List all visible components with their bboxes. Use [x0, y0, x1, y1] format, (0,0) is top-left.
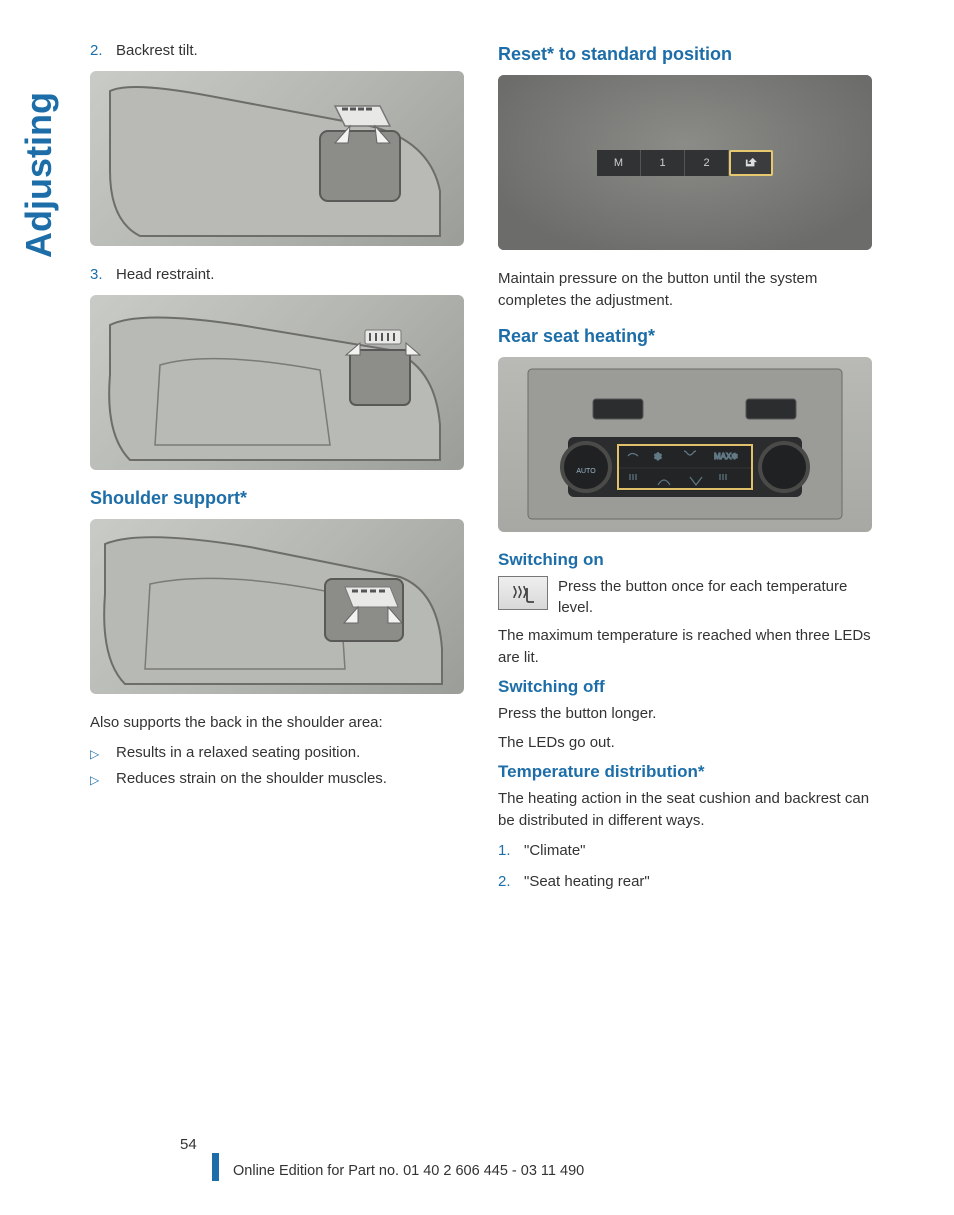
list-text: "Seat heating rear"	[524, 871, 878, 892]
shoulder-support-illustration	[90, 519, 464, 694]
memory-button-m: M	[597, 150, 641, 176]
svg-text:AUTO: AUTO	[576, 468, 596, 475]
list-number: 1.	[498, 840, 524, 861]
page: Adjusting 2. Backrest tilt. 3.	[0, 0, 954, 1215]
head-restraint-illustration	[90, 295, 464, 470]
bullet-text: Results in a relaxed seating position.	[116, 742, 360, 765]
memory-reset-button	[729, 150, 773, 176]
svg-text:❄: ❄	[654, 452, 662, 463]
list-number: 2.	[90, 40, 116, 61]
memory-button-row: M 1 2	[597, 150, 773, 176]
list-number: 2.	[498, 871, 524, 892]
reset-body-text: Maintain pressure on the button until th…	[498, 268, 878, 312]
bullet-item: ▷ Reduces strain on the shoulder muscles…	[90, 768, 470, 791]
switch-off-text-1: Press the button longer.	[498, 703, 878, 725]
list-item: 1. "Climate"	[498, 840, 878, 861]
backrest-tilt-illustration	[90, 71, 464, 246]
footer-accent-bar	[212, 1153, 219, 1181]
switch-on-text-2: The maximum temperature is reached when …	[498, 625, 878, 669]
list-number: 3.	[90, 264, 116, 285]
heading-switching-off: Switching off	[498, 677, 878, 697]
icon-text-row: Press the button once for each temperatu…	[498, 576, 878, 620]
figure-rear-climate-panel: AUTO ❄ MAX❄	[498, 357, 872, 532]
memory-button-2: 2	[685, 150, 729, 176]
heading-switching-on: Switching on	[498, 550, 878, 570]
svg-text:MAX❄: MAX❄	[714, 452, 738, 461]
list-text: Backrest tilt.	[116, 40, 470, 61]
bullet-text: Reduces strain on the shoulder muscles.	[116, 768, 387, 791]
left-column: 2. Backrest tilt. 3. Head restraint.	[90, 40, 470, 902]
shoulder-intro-text: Also supports the back in the shoulder a…	[90, 712, 470, 734]
heading-reset: Reset* to standard position	[498, 44, 878, 65]
figure-shoulder-support	[90, 519, 464, 694]
heading-rear-heating: Rear seat heating*	[498, 326, 878, 347]
temp-dist-body: The heating action in the seat cushion a…	[498, 788, 878, 832]
content-columns: 2. Backrest tilt. 3. Head restraint.	[90, 40, 884, 902]
heading-shoulder-support: Shoulder support*	[90, 488, 470, 509]
footer-text: Online Edition for Part no. 01 40 2 606 …	[233, 1163, 584, 1181]
switch-off-text-2: The LEDs go out.	[498, 732, 878, 754]
bullet-item: ▷ Results in a relaxed seating position.	[90, 742, 470, 765]
bullet-marker-icon: ▷	[90, 768, 116, 791]
reset-arrow-icon	[742, 157, 760, 169]
list-item: 2. "Seat heating rear"	[498, 871, 878, 892]
right-column: Reset* to standard position M 1 2 Mainta…	[498, 40, 878, 902]
list-item: 3. Head restraint.	[90, 264, 470, 285]
section-tab-label: Adjusting	[18, 92, 60, 258]
figure-head-restraint	[90, 295, 464, 470]
figure-reset-buttons: M 1 2	[498, 75, 872, 250]
memory-button-1: 1	[641, 150, 685, 176]
list-item: 2. Backrest tilt.	[90, 40, 470, 61]
climate-panel-illustration: AUTO ❄ MAX❄	[498, 357, 872, 532]
switch-on-text-1: Press the button once for each temperatu…	[558, 576, 878, 620]
heading-temp-distribution: Temperature distribution*	[498, 762, 878, 782]
figure-backrest-tilt	[90, 71, 464, 246]
list-text: Head restraint.	[116, 264, 470, 285]
page-number: 54	[180, 1136, 197, 1153]
seat-heating-icon	[498, 576, 548, 610]
list-text: "Climate"	[524, 840, 878, 861]
footer-line: Online Edition for Part no. 01 40 2 606 …	[212, 1153, 584, 1181]
bullet-marker-icon: ▷	[90, 742, 116, 765]
section-tab: Adjusting	[14, 38, 64, 258]
